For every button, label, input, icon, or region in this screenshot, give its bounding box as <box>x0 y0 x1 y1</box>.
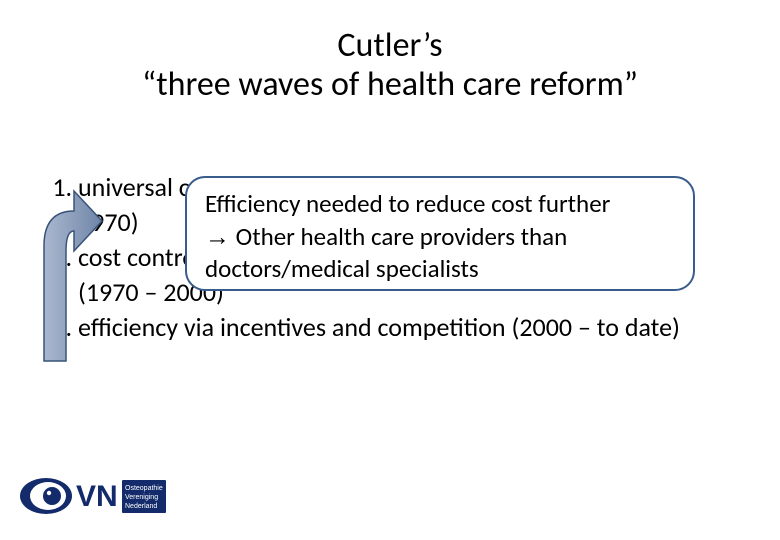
curved-arrow-icon <box>14 176 104 366</box>
svg-text:Osteopathie: Osteopathie <box>125 485 163 492</box>
callout-line-2-text: Other health care providers than doctors… <box>205 221 567 285</box>
svg-text:Nederland: Nederland <box>125 503 157 510</box>
logo-main-text: VN <box>76 480 118 513</box>
callout-line-1: Efficiency needed to reduce cost further <box>205 188 677 221</box>
callout-box: Efficiency needed to reduce cost further… <box>185 176 695 291</box>
slide-title: Cutler’s “three waves of health care ref… <box>40 26 740 104</box>
slide: Cutler’s “three waves of health care ref… <box>0 0 780 540</box>
list-item-text: efficiency via incentives and competitio… <box>78 311 680 343</box>
title-line-1: Cutler’s <box>337 25 442 66</box>
ovn-logo: VN Osteopathie Vereniging Nederland <box>18 466 168 526</box>
callout-line-2: → Other health care providers than docto… <box>205 221 677 286</box>
list-item: efficiency via incentives and competitio… <box>78 310 750 345</box>
right-arrow-icon: → <box>205 223 230 251</box>
title-line-2: “three waves of health care reform” <box>142 64 638 105</box>
svg-text:Vereniging: Vereniging <box>125 494 158 501</box>
